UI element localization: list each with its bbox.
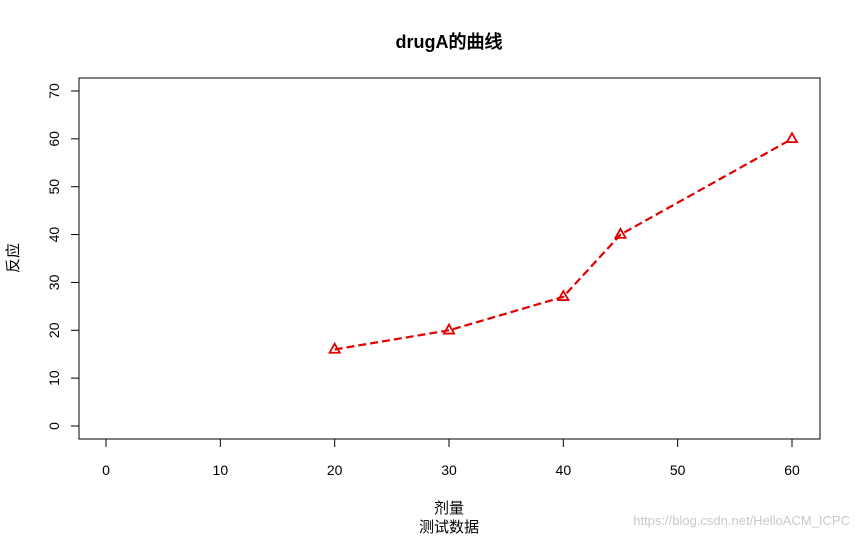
y-tick-label: 50 <box>46 179 62 195</box>
y-tick-label: 70 <box>46 83 62 99</box>
data-point-marker <box>785 131 799 144</box>
chart-subtitle: 测试数据 <box>419 519 479 536</box>
x-axis-label: 剂量 <box>434 500 464 517</box>
x-tick-label: 20 <box>327 462 343 478</box>
y-axis: 0 10 20 30 40 50 60 70 <box>46 83 80 430</box>
x-tick-label: 0 <box>102 462 110 478</box>
x-tick-label: 10 <box>213 462 229 478</box>
x-tick-label: 60 <box>784 462 800 478</box>
y-tick-label: 30 <box>46 274 62 290</box>
x-tick-label: 50 <box>670 462 686 478</box>
watermark: https://blog.csdn.net/HelloACM_ICPC <box>633 513 850 528</box>
x-axis: 0 10 20 30 40 50 60 <box>102 438 800 478</box>
y-tick-label: 60 <box>46 131 62 147</box>
y-tick-label: 0 <box>46 422 62 430</box>
chart-title: drugA的曲线 <box>396 31 503 52</box>
x-tick-label: 30 <box>441 462 457 478</box>
y-tick-label: 40 <box>46 227 62 243</box>
data-point-marker <box>556 289 570 301</box>
x-tick-label: 40 <box>556 462 572 478</box>
series-layer <box>328 131 799 354</box>
data-point-marker <box>442 322 456 335</box>
y-tick-label: 20 <box>46 322 62 338</box>
plot-frame <box>78 77 821 440</box>
y-tick-label: 10 <box>46 370 62 386</box>
series-line <box>334 137 793 351</box>
data-point-marker <box>328 341 342 354</box>
y-axis-label: 反应 <box>4 243 22 273</box>
data-point-marker <box>613 227 628 239</box>
